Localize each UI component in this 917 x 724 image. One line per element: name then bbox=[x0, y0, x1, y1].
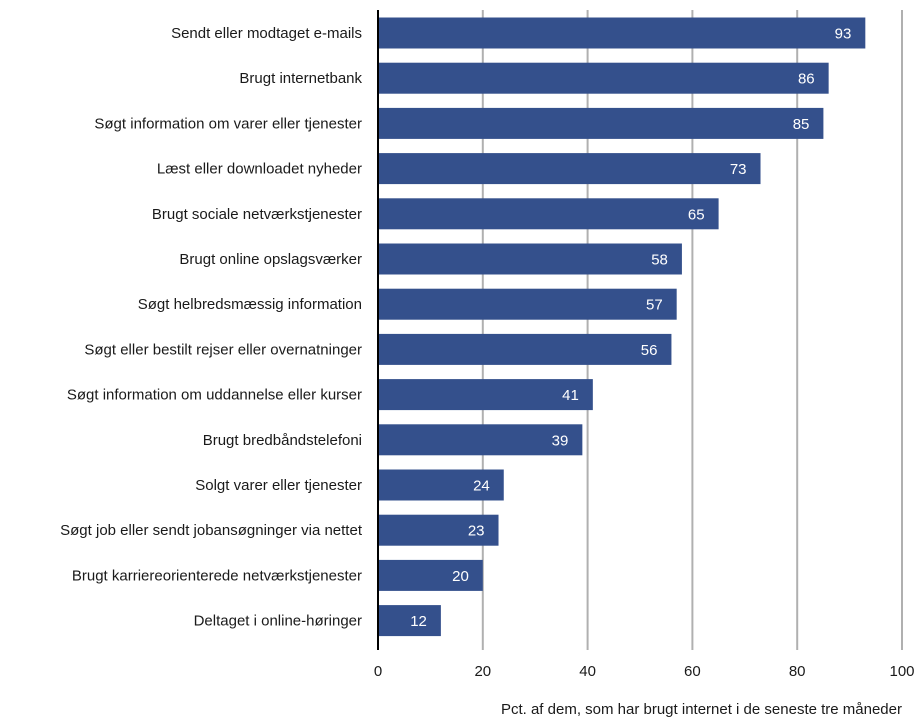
x-axis-title: Pct. af dem, som har brugt internet i de… bbox=[501, 701, 902, 718]
bar bbox=[378, 379, 593, 411]
value-label: 57 bbox=[646, 297, 663, 314]
value-label: 73 bbox=[730, 161, 747, 178]
value-labels: 93 86 85 73 65 58 57 56 41 39 24 23 20 12 bbox=[410, 26, 851, 631]
value-label: 58 bbox=[651, 252, 668, 269]
x-tick-label: 40 bbox=[579, 663, 596, 680]
x-tick-label: 100 bbox=[889, 663, 914, 680]
value-label: 24 bbox=[473, 478, 490, 495]
category-labels: Sendt eller modtaget e-mails Brugt intern… bbox=[60, 25, 363, 630]
category-label: Solgt varer eller tjenester bbox=[195, 477, 362, 494]
value-label: 20 bbox=[452, 568, 469, 585]
value-label: 56 bbox=[641, 342, 658, 359]
category-label: Brugt bredbåndstelefoni bbox=[203, 432, 362, 449]
x-tick-labels: 0 20 40 60 80 100 bbox=[374, 663, 915, 680]
x-tick-label: 80 bbox=[789, 663, 806, 680]
bar bbox=[378, 469, 504, 501]
value-label: 12 bbox=[410, 613, 427, 630]
x-tick-label: 20 bbox=[474, 663, 491, 680]
bar bbox=[378, 17, 866, 49]
category-label: Sendt eller modtaget e-mails bbox=[171, 25, 362, 42]
value-label: 86 bbox=[798, 71, 815, 88]
category-label: Brugt karriereorienterede netværkstjenes… bbox=[72, 567, 362, 584]
value-label: 93 bbox=[835, 26, 852, 43]
bar bbox=[378, 288, 677, 320]
bar bbox=[378, 605, 441, 637]
bar bbox=[378, 153, 761, 185]
category-label: Brugt online opslagsværker bbox=[179, 251, 362, 268]
value-label: 23 bbox=[468, 523, 485, 540]
value-label: 85 bbox=[793, 116, 810, 133]
category-label: Læst eller downloadet nyheder bbox=[157, 161, 362, 178]
category-label: Brugt internetbank bbox=[239, 70, 362, 87]
bar bbox=[378, 107, 824, 139]
bar bbox=[378, 198, 719, 230]
value-label: 41 bbox=[562, 387, 579, 404]
bar bbox=[378, 424, 583, 456]
bar bbox=[378, 243, 682, 275]
category-label: Søgt helbredsmæssig information bbox=[138, 296, 362, 313]
category-label: Søgt job eller sendt jobansøgninger via … bbox=[60, 522, 363, 539]
category-label: Søgt information om varer eller tjeneste… bbox=[94, 115, 362, 132]
x-tick-label: 0 bbox=[374, 663, 382, 680]
x-tick-label: 60 bbox=[684, 663, 701, 680]
bar bbox=[378, 62, 829, 94]
gridlines bbox=[481, 10, 903, 650]
category-label: Deltaget i online-høringer bbox=[194, 613, 362, 630]
value-label: 65 bbox=[688, 206, 705, 223]
bar bbox=[378, 559, 483, 591]
value-label: 39 bbox=[552, 432, 569, 449]
bars bbox=[378, 17, 866, 637]
bar bbox=[378, 514, 499, 546]
category-label: Søgt eller bestilt rejser eller overnatn… bbox=[84, 341, 362, 358]
category-label: Søgt information om uddannelse eller kur… bbox=[67, 387, 362, 404]
category-label: Brugt sociale netværkstjenester bbox=[152, 206, 362, 223]
bar bbox=[378, 333, 672, 365]
